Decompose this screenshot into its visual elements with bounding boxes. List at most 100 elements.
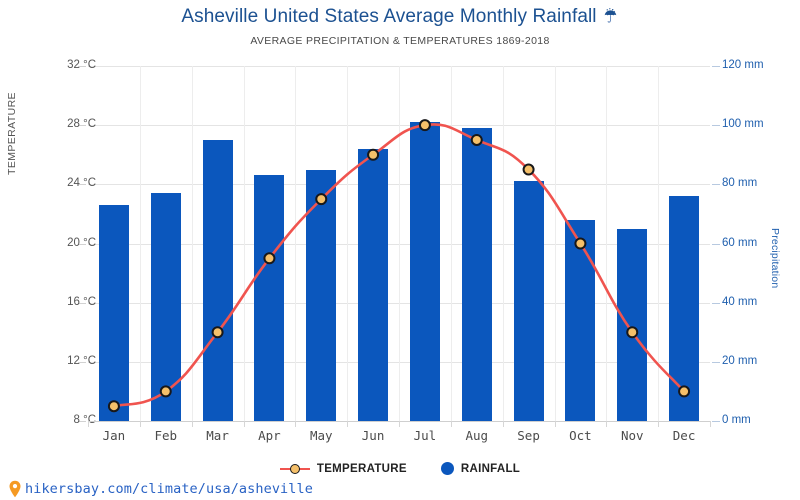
page-subtitle: AVERAGE PRECIPITATION & TEMPERATURES 186… xyxy=(250,35,550,47)
temperature-point[interactable]: May 23 °C xyxy=(315,193,328,206)
rainfall-bar[interactable] xyxy=(617,228,648,421)
temperature-point[interactable]: Nov 14 °C xyxy=(626,326,639,339)
temperature-point[interactable]: Feb 10 °C xyxy=(159,385,172,398)
x-axis-tick xyxy=(191,421,193,427)
right-tick xyxy=(712,421,720,422)
footer-url-text: hikersbay.com/climate/usa/asheville xyxy=(25,481,313,497)
x-axis-tick xyxy=(295,421,297,427)
temperature-line: Jan 9 °C Feb 10 °C Mar 14 °C Apr 19 °C May 2… xyxy=(107,119,691,413)
temperature-point[interactable]: Aug 27 °C xyxy=(470,133,483,146)
right-axis-tick-label: 0 mm xyxy=(722,414,751,426)
x-axis-tick xyxy=(710,421,711,427)
x-gridline xyxy=(658,66,660,421)
x-gridline xyxy=(606,66,608,421)
month-label-dec: Dec xyxy=(672,428,696,443)
rainfall-legend-marker-icon xyxy=(440,462,454,475)
temperature-point[interactable]: Oct 20 °C xyxy=(574,237,587,250)
rainfall-bar[interactable] xyxy=(669,196,700,421)
x-gridline xyxy=(191,66,193,421)
x-axis-tick xyxy=(502,421,504,427)
x-axis-tick xyxy=(347,421,349,427)
left-tick xyxy=(78,421,86,422)
left-axis-tick-label: 24 °C xyxy=(67,177,96,190)
left-tick xyxy=(78,66,86,67)
rainfall-bar[interactable] xyxy=(461,128,492,421)
x-gridline xyxy=(243,66,245,421)
right-axis-title: Precipitation xyxy=(769,228,781,289)
chart-legend: TEMPERATURE RAINFALL xyxy=(0,462,800,475)
right-tick xyxy=(712,125,720,127)
x-gridline xyxy=(295,66,297,421)
x-gridline xyxy=(554,66,556,421)
page-title-text: Asheville United States Average Monthly … xyxy=(181,6,597,27)
x-axis-tick xyxy=(554,421,556,427)
left-tick xyxy=(78,184,86,186)
month-label-jan: Jan xyxy=(102,428,126,443)
temperature-point[interactable]: Jul 28 °C xyxy=(418,119,431,132)
legend-label-rainfall: RAINFALL xyxy=(460,462,521,475)
month-label-jun: Jun xyxy=(361,428,385,443)
temperature-point[interactable]: Mar 14 °C xyxy=(211,326,224,339)
right-axis-tick-label: 80 mm xyxy=(722,177,758,190)
left-axis-tick-label: 12 °C xyxy=(67,354,96,367)
left-axis-tick-label: 16 °C xyxy=(67,295,96,308)
left-axis-title: TEMPERATURE xyxy=(6,92,18,175)
left-axis-tick-label: 8 °C xyxy=(73,414,97,426)
footer-source-link[interactable]: hikersbay.com/climate/usa/asheville xyxy=(8,480,313,498)
x-axis-tick xyxy=(88,421,89,427)
month-label-aug: Aug xyxy=(465,428,489,443)
x-gridline xyxy=(347,66,349,421)
rainfall-bar[interactable] xyxy=(409,122,440,421)
temperature-point[interactable]: Jan 9 °C xyxy=(107,400,120,413)
temperature-point[interactable]: Jun 26 °C xyxy=(367,148,380,161)
rainfall-bar[interactable] xyxy=(513,181,544,421)
x-axis-tick xyxy=(450,421,452,427)
x-axis-tick xyxy=(399,421,400,427)
x-gridline xyxy=(139,66,141,421)
map-pin-icon xyxy=(8,480,22,498)
rainfall-bar[interactable] xyxy=(202,139,233,421)
umbrella-rain-icon xyxy=(602,8,619,25)
right-axis-tick-label: 20 mm xyxy=(722,354,758,367)
rainfall-bar[interactable] xyxy=(358,148,389,421)
right-tick xyxy=(712,361,720,363)
month-label-feb: Feb xyxy=(154,428,178,443)
rainfall-bar[interactable] xyxy=(98,205,129,421)
right-axis-tick-label: 40 mm xyxy=(722,295,758,308)
temperature-point[interactable]: Apr 19 °C xyxy=(263,252,276,265)
left-tick xyxy=(78,361,86,363)
x-gridline xyxy=(450,66,452,421)
month-label-sep: Sep xyxy=(517,428,540,443)
temperature-curve xyxy=(112,123,686,408)
x-axis-tick xyxy=(139,421,141,427)
month-label-nov: Nov xyxy=(620,428,644,443)
left-axis-tick-label: 20 °C xyxy=(67,236,96,249)
left-tick xyxy=(78,243,86,245)
left-axis-tick-label: 28 °C xyxy=(67,118,96,131)
right-tick xyxy=(712,66,720,67)
temperature-legend-marker-icon xyxy=(279,463,310,475)
x-gridline xyxy=(399,66,400,421)
legend-label-temperature: TEMPERATURE xyxy=(316,462,407,475)
right-tick xyxy=(712,243,720,245)
rainfall-bar[interactable] xyxy=(254,175,285,421)
temperature-point[interactable]: Dec 10 °C xyxy=(678,385,691,398)
left-axis-tick-label: 32 °C xyxy=(67,59,96,71)
x-gridline xyxy=(502,66,504,421)
legend-item-rainfall[interactable]: RAINFALL xyxy=(440,462,521,475)
page-title: Asheville United States Average Monthly … xyxy=(0,6,800,28)
temperature-point[interactable]: Sep 25 °C xyxy=(522,163,535,176)
x-axis-tick xyxy=(658,421,660,427)
plot-area: Jan 9 °C Feb 10 °C Mar 14 °C Apr 19 °C May 2… xyxy=(78,66,720,422)
right-axis-tick-label: 100 mm xyxy=(722,118,764,131)
rainfall-bar[interactable] xyxy=(306,169,337,421)
rainfall-bar[interactable] xyxy=(565,219,596,421)
month-label-may: May xyxy=(309,428,333,443)
month-label-jul: Jul xyxy=(413,428,437,443)
x-axis-tick xyxy=(606,421,608,427)
right-tick xyxy=(712,302,720,304)
month-label-apr: Apr xyxy=(258,428,281,443)
legend-item-temperature[interactable]: TEMPERATURE xyxy=(279,462,407,475)
x-axis-tick xyxy=(243,421,245,427)
